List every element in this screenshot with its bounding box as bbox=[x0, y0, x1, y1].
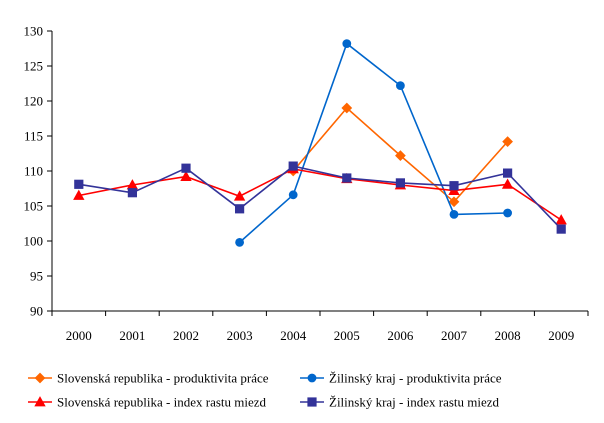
data-point bbox=[288, 161, 298, 171]
x-tick-label: 2008 bbox=[495, 328, 521, 343]
x-tick-label: 2005 bbox=[334, 328, 360, 343]
data-point bbox=[556, 224, 566, 234]
y-tick-label: 115 bbox=[24, 129, 43, 144]
series-line bbox=[78, 168, 562, 221]
data-point bbox=[342, 173, 352, 183]
series-2 bbox=[235, 39, 513, 247]
x-tick-label: 2001 bbox=[119, 328, 145, 343]
x-tick-label: 2007 bbox=[441, 328, 468, 343]
data-point bbox=[74, 179, 84, 189]
x-tick-label: 2006 bbox=[387, 328, 414, 343]
data-point bbox=[73, 189, 85, 200]
series-line bbox=[239, 42, 508, 243]
legend-item: Žilinský kraj - index rastu miezd bbox=[300, 395, 500, 410]
legend-marker bbox=[34, 372, 46, 384]
legend-marker bbox=[34, 396, 46, 407]
data-point bbox=[395, 150, 406, 161]
data-point bbox=[127, 188, 137, 198]
data-point bbox=[448, 196, 460, 208]
y-tick-label: 100 bbox=[24, 234, 44, 249]
legend-label: Slovenská republika - index rastu miezd bbox=[57, 395, 267, 410]
x-tick-label: 2009 bbox=[548, 328, 574, 343]
data-point bbox=[503, 208, 513, 218]
legend-item: Slovenská republika - produktivita práce bbox=[28, 371, 269, 386]
y-tick-label: 130 bbox=[24, 24, 44, 39]
legend-label: Slovenská republika - produktivita práce bbox=[57, 371, 269, 386]
data-point bbox=[233, 190, 246, 201]
plot-series bbox=[73, 39, 567, 247]
data-point bbox=[502, 136, 513, 147]
series-line bbox=[78, 165, 562, 230]
series-3 bbox=[73, 163, 567, 225]
legend-marker bbox=[307, 397, 317, 407]
data-point bbox=[555, 214, 567, 225]
data-point bbox=[180, 170, 192, 182]
y-tick-label: 120 bbox=[24, 94, 44, 109]
legend-label: Žilinský kraj - index rastu miezd bbox=[329, 395, 500, 410]
series-4 bbox=[74, 161, 566, 234]
data-point bbox=[181, 163, 191, 173]
x-tick-label: 2003 bbox=[227, 328, 253, 343]
legend-item: Žilinský kraj - produktivita práce bbox=[300, 371, 502, 386]
legend: Slovenská republika - produktivita práce… bbox=[28, 371, 502, 410]
y-tick-label: 110 bbox=[24, 164, 43, 179]
legend-marker bbox=[307, 373, 317, 383]
y-tick-label: 105 bbox=[24, 199, 44, 214]
data-point bbox=[342, 39, 352, 48]
data-point bbox=[341, 102, 353, 114]
data-point bbox=[395, 81, 405, 90]
y-tick-label: 90 bbox=[30, 304, 43, 319]
y-tick-label: 95 bbox=[30, 269, 43, 284]
data-point bbox=[449, 209, 459, 219]
data-point bbox=[449, 181, 459, 191]
series-1 bbox=[287, 102, 513, 208]
y-tick-label: 125 bbox=[24, 59, 44, 74]
x-tick-label: 2000 bbox=[66, 328, 92, 343]
data-point bbox=[288, 190, 298, 200]
legend-item: Slovenská republika - index rastu miezd bbox=[28, 395, 267, 410]
data-point bbox=[395, 178, 406, 188]
data-point bbox=[501, 178, 514, 189]
x-tick-label: 2002 bbox=[173, 328, 199, 343]
data-point bbox=[502, 168, 513, 178]
data-point bbox=[235, 237, 245, 247]
x-tick-label: 2004 bbox=[280, 328, 307, 343]
x-axis: 2000 2001 2002 2003 2004 2005 2006 2007 2008 2009 bbox=[51, 310, 589, 343]
legend-label: Žilinský kraj - produktivita práce bbox=[329, 371, 502, 386]
y-axis: 90 95 100 105 110 115 120 125 130 bbox=[24, 24, 53, 319]
data-point bbox=[234, 204, 245, 214]
